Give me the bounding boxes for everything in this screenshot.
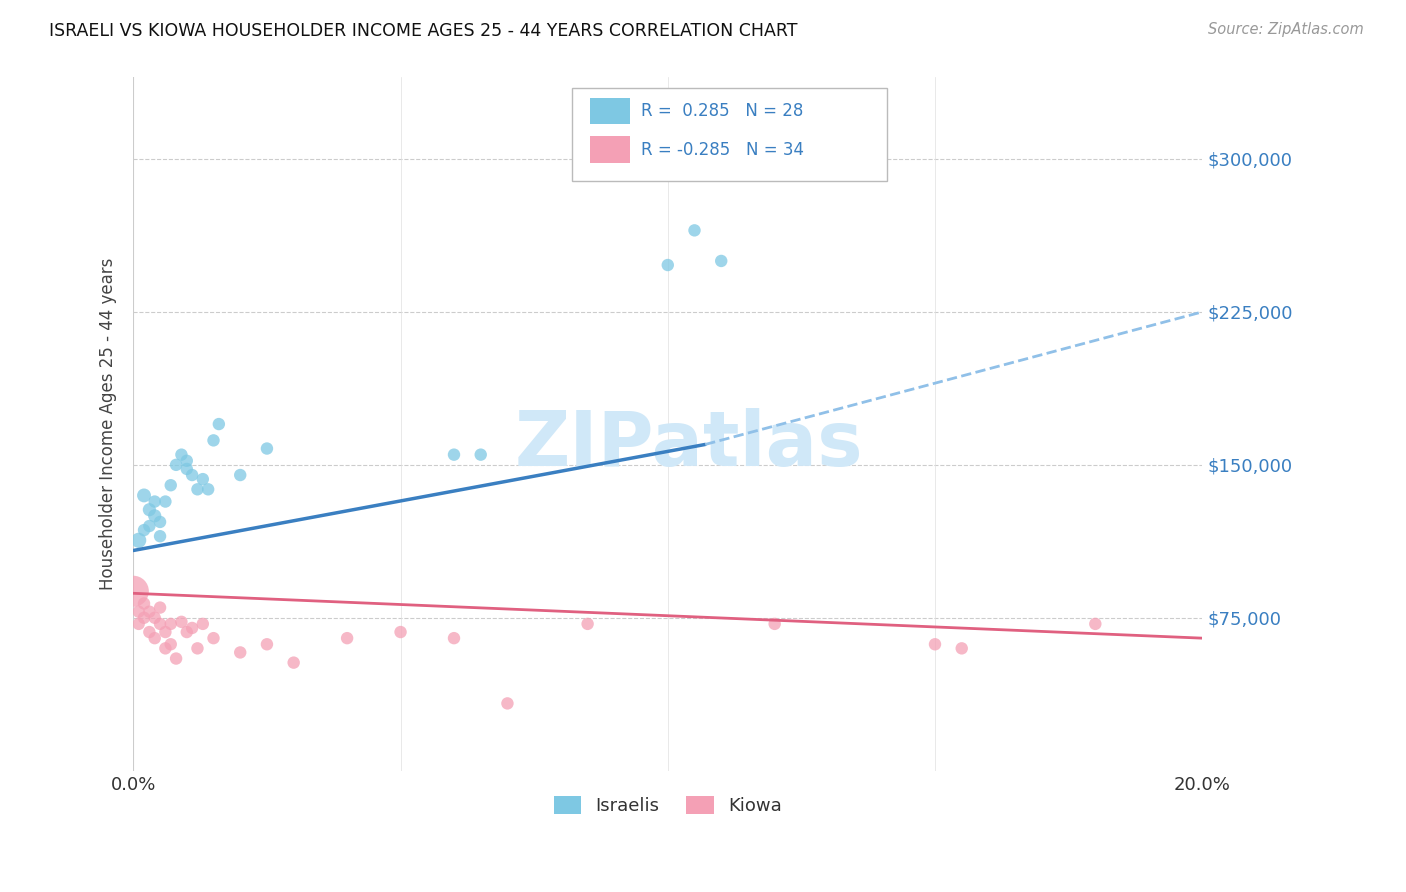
Point — [138, 625, 160, 640]
Point — [470, 448, 492, 462]
Point — [176, 454, 198, 468]
Point — [132, 523, 155, 537]
Point — [389, 625, 412, 640]
Point — [208, 417, 231, 431]
Text: R = -0.285   N = 34: R = -0.285 N = 34 — [641, 141, 804, 159]
Point — [170, 615, 193, 629]
Point — [197, 483, 219, 497]
Point — [1084, 616, 1107, 631]
Point — [170, 448, 193, 462]
Point — [149, 616, 172, 631]
Point — [143, 508, 166, 523]
Point — [496, 697, 519, 711]
Point — [132, 611, 155, 625]
Point — [132, 488, 155, 502]
Point — [181, 621, 204, 635]
Point — [176, 625, 198, 640]
Point — [143, 494, 166, 508]
Point — [186, 641, 208, 656]
Point — [950, 641, 973, 656]
Text: R =  0.285   N = 28: R = 0.285 N = 28 — [641, 102, 803, 120]
Point — [924, 637, 946, 651]
Legend: Israelis, Kiowa: Israelis, Kiowa — [544, 787, 790, 824]
Point — [256, 637, 278, 651]
Point — [155, 625, 177, 640]
Point — [683, 223, 706, 237]
Point — [202, 631, 225, 645]
Point — [191, 472, 214, 486]
Point — [763, 616, 786, 631]
FancyBboxPatch shape — [572, 87, 887, 181]
Point — [443, 631, 465, 645]
Point — [191, 616, 214, 631]
Text: ISRAELI VS KIOWA HOUSEHOLDER INCOME AGES 25 - 44 YEARS CORRELATION CHART: ISRAELI VS KIOWA HOUSEHOLDER INCOME AGES… — [49, 22, 797, 40]
Point — [122, 584, 145, 599]
Point — [176, 462, 198, 476]
Point — [186, 483, 208, 497]
Bar — [589, 136, 630, 162]
Point — [256, 442, 278, 456]
Point — [149, 600, 172, 615]
Point — [159, 637, 181, 651]
Point — [229, 645, 252, 659]
Point — [165, 651, 187, 665]
Y-axis label: Householder Income Ages 25 - 44 years: Householder Income Ages 25 - 44 years — [100, 258, 117, 591]
Point — [143, 631, 166, 645]
Point — [138, 605, 160, 619]
Point — [443, 448, 465, 462]
Point — [229, 468, 252, 483]
Point — [132, 597, 155, 611]
Point — [576, 616, 599, 631]
Point — [181, 468, 204, 483]
Text: ZIPatlas: ZIPatlas — [515, 408, 863, 482]
Point — [128, 605, 150, 619]
Point — [159, 616, 181, 631]
Point — [159, 478, 181, 492]
Point — [155, 494, 177, 508]
Bar — [589, 97, 630, 124]
Point — [202, 434, 225, 448]
Point — [149, 529, 172, 543]
Point — [128, 533, 150, 548]
Point — [165, 458, 187, 472]
Text: Source: ZipAtlas.com: Source: ZipAtlas.com — [1208, 22, 1364, 37]
Point — [657, 258, 679, 272]
Point — [138, 519, 160, 533]
Point — [143, 611, 166, 625]
Point — [283, 656, 305, 670]
Point — [710, 254, 733, 268]
Point — [138, 502, 160, 516]
Point — [128, 616, 150, 631]
Point — [336, 631, 359, 645]
Point — [149, 515, 172, 529]
Point — [155, 641, 177, 656]
